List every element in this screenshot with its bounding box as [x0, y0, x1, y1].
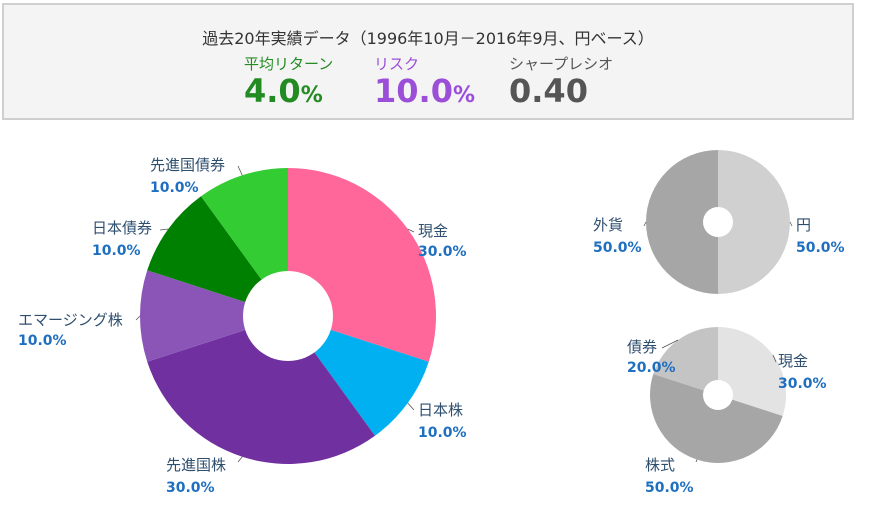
slice-label: 日本株: [418, 401, 463, 419]
metric-unit: %: [300, 83, 323, 108]
donut-hole: [703, 380, 733, 410]
metric-label: 平均リターン: [244, 55, 334, 73]
leader-line: [772, 354, 777, 363]
slice-percent: 30.0%: [778, 376, 827, 392]
slice-percent: 50.0%: [796, 240, 845, 256]
slice-percent: 10.0%: [150, 180, 199, 196]
metric-value: 0.40: [509, 73, 613, 114]
pie-slice: [288, 316, 429, 436]
leader-line: [643, 221, 647, 227]
slice-percent: 50.0%: [645, 480, 694, 496]
leader-line: [695, 459, 698, 463]
slice-label: 日本債券: [92, 219, 152, 237]
metric-value: 4.0%: [244, 73, 333, 114]
slice-label: 債券: [627, 338, 657, 356]
leader-line: [237, 456, 243, 463]
leader-line: [159, 228, 169, 231]
pie-slice: [147, 316, 375, 465]
slice-label: 外貨: [593, 216, 623, 234]
donut-hole: [243, 271, 333, 361]
slice-label: 先進国債券: [150, 156, 225, 174]
leader-line: [789, 221, 793, 227]
slice-percent: 10.0%: [418, 425, 467, 441]
metric-sharpe-ratio: シャープレシオ 0.40: [509, 55, 613, 114]
leader-line: [661, 339, 679, 349]
pie-slice: [147, 196, 288, 316]
summary-panel: 過去20年実績データ（1996年10月－2016年9月、円ベース） 平均リターン…: [2, 3, 854, 120]
slice-label: エマージング株: [18, 311, 123, 329]
slice-label: 現金: [418, 222, 448, 240]
pie-slice: [653, 327, 718, 395]
metric-risk: リスク 10.0%: [374, 55, 475, 114]
metric-label: リスク: [374, 55, 420, 73]
leader-line: [407, 402, 415, 411]
leader-line: [135, 315, 141, 321]
metric-number: 10.0: [374, 72, 453, 110]
pie-slice: [646, 150, 718, 294]
metric-number: 4.0: [244, 72, 301, 110]
metric-value: 10.0%: [374, 73, 475, 114]
slice-percent: 50.0%: [593, 240, 642, 256]
leader-line: [237, 165, 243, 176]
slice-label: 先進国株: [166, 456, 226, 474]
metric-number: 0.40: [509, 72, 588, 110]
donut-chart-2: 円 50.0% 外貨 50.0%: [593, 150, 845, 294]
donut-chart-3: 現金 30.0% 株式 50.0% 債券 20.0%: [627, 327, 827, 496]
slice-percent: 10.0%: [18, 333, 67, 349]
leader-line: [407, 228, 415, 233]
slice-percent: 10.0%: [92, 243, 141, 259]
metric-unit: %: [452, 83, 475, 108]
donut-hole: [703, 207, 733, 237]
slice-label: 株式: [645, 456, 675, 474]
metric-label: シャープレシオ: [509, 55, 614, 73]
slice-label: 現金: [778, 352, 808, 370]
slice-label: 円: [796, 216, 811, 234]
slice-percent: 20.0%: [627, 360, 676, 376]
metric-average-return: 平均リターン 4.0%: [244, 55, 333, 114]
slice-percent: 30.0%: [166, 480, 215, 496]
pie-slice: [650, 373, 783, 463]
pie-slice: [718, 150, 790, 294]
summary-title: 過去20年実績データ（1996年10月－2016年9月、円ベース）: [202, 29, 654, 48]
donut-chart-1: 現金 30.0% 日本株 10.0% 先進国株 30.0% エマージング株 10.0% 日本債券…: [18, 156, 467, 496]
slice-percent: 30.0%: [418, 244, 467, 260]
pie-slice: [718, 327, 786, 417]
pie-slice: [139, 270, 288, 362]
